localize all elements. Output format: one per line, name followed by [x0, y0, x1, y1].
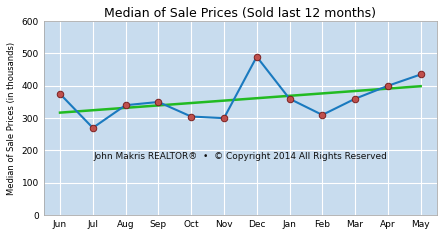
Point — [122, 103, 129, 107]
Point — [56, 92, 63, 96]
Text: John Makris REALTOR®  •  © Copyright 2014 All Rights Reserved: John Makris REALTOR® • © Copyright 2014 … — [93, 152, 387, 161]
Point — [385, 84, 392, 88]
Point — [319, 113, 326, 117]
Point — [188, 115, 195, 118]
Point — [89, 126, 96, 130]
Point — [220, 116, 227, 120]
Title: Median of Sale Prices (Sold last 12 months): Median of Sale Prices (Sold last 12 mont… — [104, 7, 377, 20]
Point — [155, 100, 162, 104]
Point — [286, 97, 293, 101]
Point — [417, 73, 424, 76]
Point — [352, 97, 359, 101]
Point — [253, 55, 260, 59]
Y-axis label: Median of Sale Prices (in thousands): Median of Sale Prices (in thousands) — [7, 42, 16, 195]
